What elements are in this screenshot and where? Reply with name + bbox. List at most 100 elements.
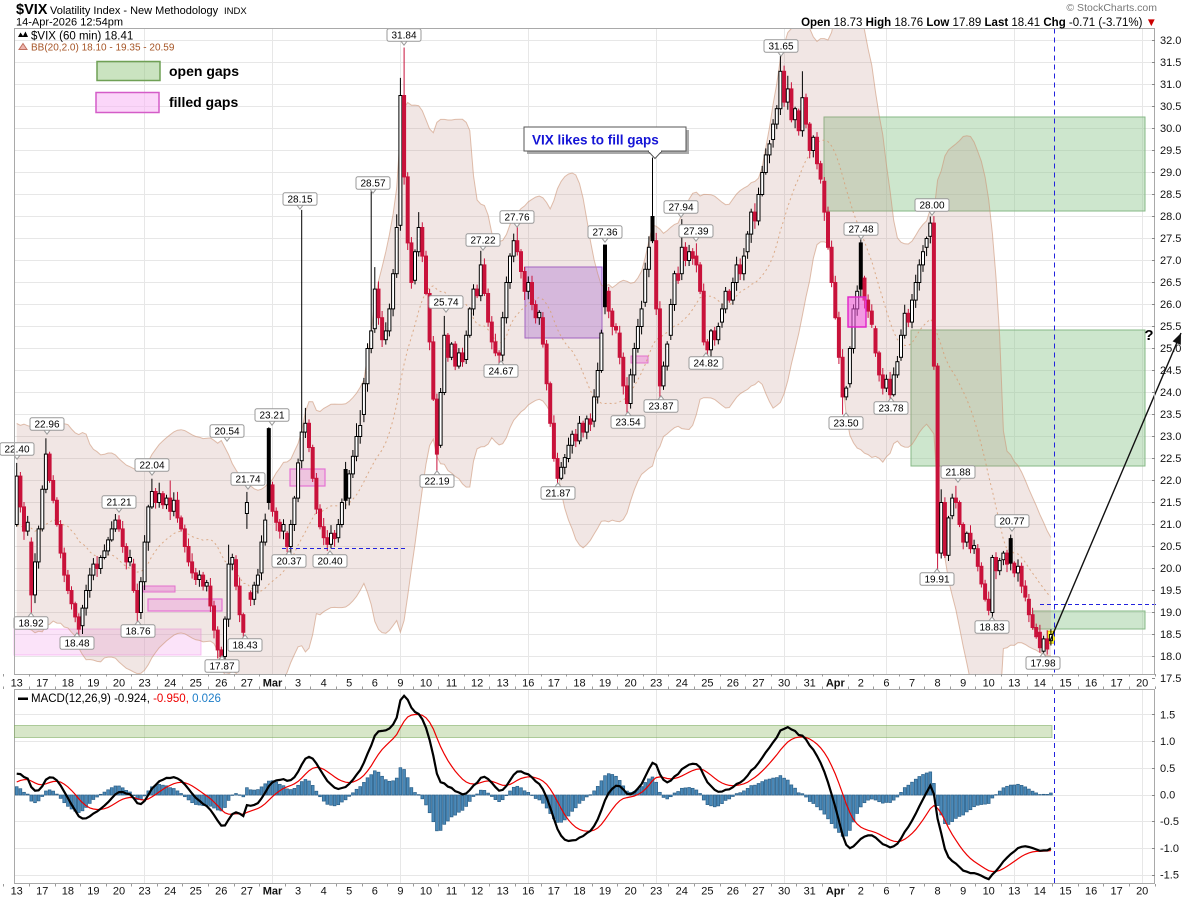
svg-text:20: 20 xyxy=(1136,678,1148,690)
svg-text:27: 27 xyxy=(241,886,253,898)
svg-text:22.0: 22.0 xyxy=(1160,475,1181,487)
svg-text:25.0: 25.0 xyxy=(1160,343,1181,355)
svg-text:21.74: 21.74 xyxy=(235,475,260,486)
svg-text:11: 11 xyxy=(446,678,457,690)
svg-text:10: 10 xyxy=(983,886,995,898)
svg-text:26: 26 xyxy=(727,886,739,898)
svg-text:-1.5: -1.5 xyxy=(1160,870,1179,882)
svg-text:23.5: 23.5 xyxy=(1160,409,1181,421)
svg-text:25: 25 xyxy=(190,886,202,898)
svg-text:14: 14 xyxy=(1034,886,1046,898)
svg-text:0.5: 0.5 xyxy=(1160,763,1175,775)
svg-text:12: 12 xyxy=(471,886,483,898)
svg-text:$VIX: $VIX xyxy=(16,2,48,18)
svg-text:19: 19 xyxy=(599,886,611,898)
svg-text:2: 2 xyxy=(858,886,864,898)
svg-text:16: 16 xyxy=(1085,886,1097,898)
svg-text:Volatility Index - New Methodo: Volatility Index - New Methodology xyxy=(50,5,219,17)
svg-text:22.40: 22.40 xyxy=(4,445,29,456)
svg-text:27.0: 27.0 xyxy=(1160,255,1181,267)
svg-text:21.88: 21.88 xyxy=(945,468,970,479)
svg-text:31.84: 31.84 xyxy=(391,31,416,42)
svg-text:22.19: 22.19 xyxy=(424,477,449,488)
svg-text:18.5: 18.5 xyxy=(1160,629,1181,641)
svg-text:18: 18 xyxy=(62,678,74,690)
svg-text:24.0: 24.0 xyxy=(1160,387,1181,399)
svg-text:21.5: 21.5 xyxy=(1160,497,1181,509)
svg-text:24.67: 24.67 xyxy=(488,367,513,378)
svg-text:31.5: 31.5 xyxy=(1160,57,1181,69)
svg-text:26: 26 xyxy=(215,678,227,690)
svg-text:24: 24 xyxy=(676,886,688,898)
svg-text:VIX likes to fill gaps: VIX likes to fill gaps xyxy=(532,133,659,148)
svg-text:28.0: 28.0 xyxy=(1160,211,1181,223)
svg-text:18: 18 xyxy=(573,678,585,690)
svg-text:4: 4 xyxy=(321,886,327,898)
svg-text:28.57: 28.57 xyxy=(360,179,385,190)
svg-text:25: 25 xyxy=(701,886,713,898)
svg-text:31: 31 xyxy=(804,886,816,898)
svg-text:26: 26 xyxy=(727,678,739,690)
svg-text:BB(20,2.0) 18.10 - 19.35 - 20.: BB(20,2.0) 18.10 - 19.35 - 20.59 xyxy=(31,43,175,54)
svg-text:18.43: 18.43 xyxy=(232,641,257,652)
svg-text:29.5: 29.5 xyxy=(1160,145,1181,157)
svg-text:17.5: 17.5 xyxy=(1160,673,1181,685)
svg-text:9: 9 xyxy=(397,886,403,898)
svg-text:6: 6 xyxy=(372,678,378,690)
svg-text:28.5: 28.5 xyxy=(1160,189,1181,201)
svg-text:6: 6 xyxy=(883,886,889,898)
svg-text:8: 8 xyxy=(935,886,941,898)
svg-text:25: 25 xyxy=(190,678,202,690)
svg-text:5: 5 xyxy=(346,678,352,690)
svg-text:22.5: 22.5 xyxy=(1160,453,1181,465)
svg-text:32.0: 32.0 xyxy=(1160,35,1181,47)
svg-text:18.92: 18.92 xyxy=(18,619,43,630)
svg-text:26.0: 26.0 xyxy=(1160,299,1181,311)
svg-text:Apr: Apr xyxy=(826,886,846,898)
svg-text:30.5: 30.5 xyxy=(1160,101,1181,113)
svg-text:20.37: 20.37 xyxy=(276,557,301,568)
svg-text:4: 4 xyxy=(321,678,327,690)
svg-text:17.98: 17.98 xyxy=(1030,659,1055,670)
svg-text:23.54: 23.54 xyxy=(615,418,640,429)
svg-text:-0.5: -0.5 xyxy=(1160,816,1179,828)
svg-text:22.04: 22.04 xyxy=(139,461,164,472)
svg-text:$VIX (60 min) 18.41: $VIX (60 min) 18.41 xyxy=(31,31,133,43)
svg-text:27.94: 27.94 xyxy=(668,203,693,214)
svg-text:18.0: 18.0 xyxy=(1160,651,1181,663)
svg-text:2: 2 xyxy=(858,678,864,690)
svg-text:27.76: 27.76 xyxy=(504,213,529,224)
svg-text:19: 19 xyxy=(87,886,99,898)
svg-text:10: 10 xyxy=(420,678,432,690)
svg-text:6: 6 xyxy=(883,678,889,690)
svg-text:19.0: 19.0 xyxy=(1160,607,1181,619)
svg-text:17: 17 xyxy=(548,678,560,690)
svg-text:1.0: 1.0 xyxy=(1160,736,1175,748)
svg-text:31.65: 31.65 xyxy=(768,42,793,53)
svg-text:21.0: 21.0 xyxy=(1160,519,1181,531)
svg-text:9: 9 xyxy=(960,678,966,690)
svg-text:29.0: 29.0 xyxy=(1160,167,1181,179)
svg-text:27: 27 xyxy=(752,678,764,690)
svg-text:Mar: Mar xyxy=(263,678,283,690)
svg-text:24.5: 24.5 xyxy=(1160,365,1181,377)
svg-text:20.5: 20.5 xyxy=(1160,541,1181,553)
svg-text:-1.0: -1.0 xyxy=(1160,843,1179,855)
svg-text:23.0: 23.0 xyxy=(1160,431,1181,443)
svg-text:16: 16 xyxy=(522,678,534,690)
svg-text:3: 3 xyxy=(295,678,301,690)
svg-text:14: 14 xyxy=(1034,678,1046,690)
svg-text:26: 26 xyxy=(215,886,227,898)
svg-text:27.39: 27.39 xyxy=(683,227,708,238)
svg-text:20: 20 xyxy=(624,678,636,690)
svg-text:25.5: 25.5 xyxy=(1160,321,1181,333)
svg-text:19: 19 xyxy=(87,678,99,690)
svg-text:27: 27 xyxy=(752,886,764,898)
svg-text:25.74: 25.74 xyxy=(433,298,458,309)
svg-text:20: 20 xyxy=(624,886,636,898)
svg-text:13: 13 xyxy=(1008,886,1020,898)
svg-text:27.5: 27.5 xyxy=(1160,233,1181,245)
svg-text:19: 19 xyxy=(599,678,611,690)
svg-text:19.91: 19.91 xyxy=(924,575,949,586)
svg-text:23.87: 23.87 xyxy=(648,402,673,413)
